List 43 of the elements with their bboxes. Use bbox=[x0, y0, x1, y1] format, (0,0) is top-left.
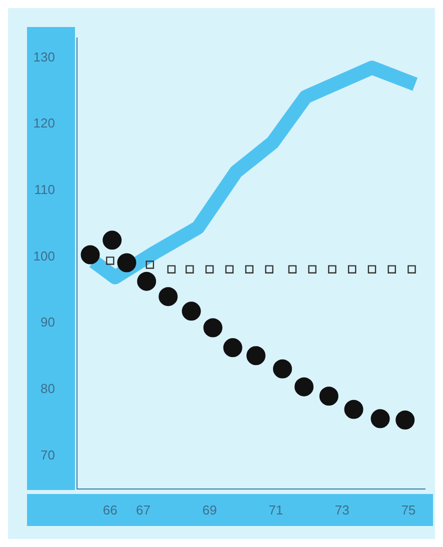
point bbox=[246, 346, 266, 366]
point bbox=[203, 318, 222, 338]
point bbox=[205, 265, 214, 274]
point bbox=[245, 265, 254, 274]
point bbox=[182, 302, 201, 321]
point bbox=[370, 409, 390, 428]
point bbox=[106, 256, 114, 265]
y-tick-label: 80 bbox=[40, 381, 55, 396]
point bbox=[223, 338, 242, 358]
point bbox=[167, 265, 176, 274]
x-tick-label: 73 bbox=[334, 502, 350, 518]
point bbox=[308, 265, 316, 274]
y-tick-label: 100 bbox=[33, 248, 55, 264]
point bbox=[344, 400, 364, 419]
x-tick-label: 67 bbox=[136, 502, 151, 518]
point bbox=[146, 260, 154, 269]
point bbox=[388, 265, 396, 274]
point bbox=[117, 253, 136, 272]
y-tick-label: 120 bbox=[33, 116, 55, 131]
point bbox=[80, 245, 100, 264]
y-tick-label: 70 bbox=[40, 447, 55, 462]
point bbox=[368, 265, 376, 274]
point bbox=[102, 230, 122, 250]
y-tick-label: 130 bbox=[33, 49, 55, 64]
point bbox=[158, 287, 178, 306]
x-tick-label: 69 bbox=[202, 502, 217, 518]
point bbox=[288, 265, 297, 274]
point bbox=[272, 359, 292, 378]
x-tick-label: 66 bbox=[102, 502, 118, 518]
y-tick-label: 110 bbox=[34, 182, 55, 197]
point bbox=[294, 377, 314, 396]
point bbox=[265, 265, 274, 274]
point bbox=[137, 272, 156, 291]
point bbox=[186, 265, 194, 274]
x-tick-label: 75 bbox=[401, 502, 416, 518]
point bbox=[348, 265, 356, 274]
point bbox=[319, 386, 338, 406]
point bbox=[225, 265, 234, 274]
point bbox=[396, 410, 415, 430]
point bbox=[408, 265, 416, 274]
point bbox=[328, 265, 336, 274]
y-tick-label: 90 bbox=[40, 314, 55, 330]
x-tick-label: 71 bbox=[268, 502, 284, 518]
